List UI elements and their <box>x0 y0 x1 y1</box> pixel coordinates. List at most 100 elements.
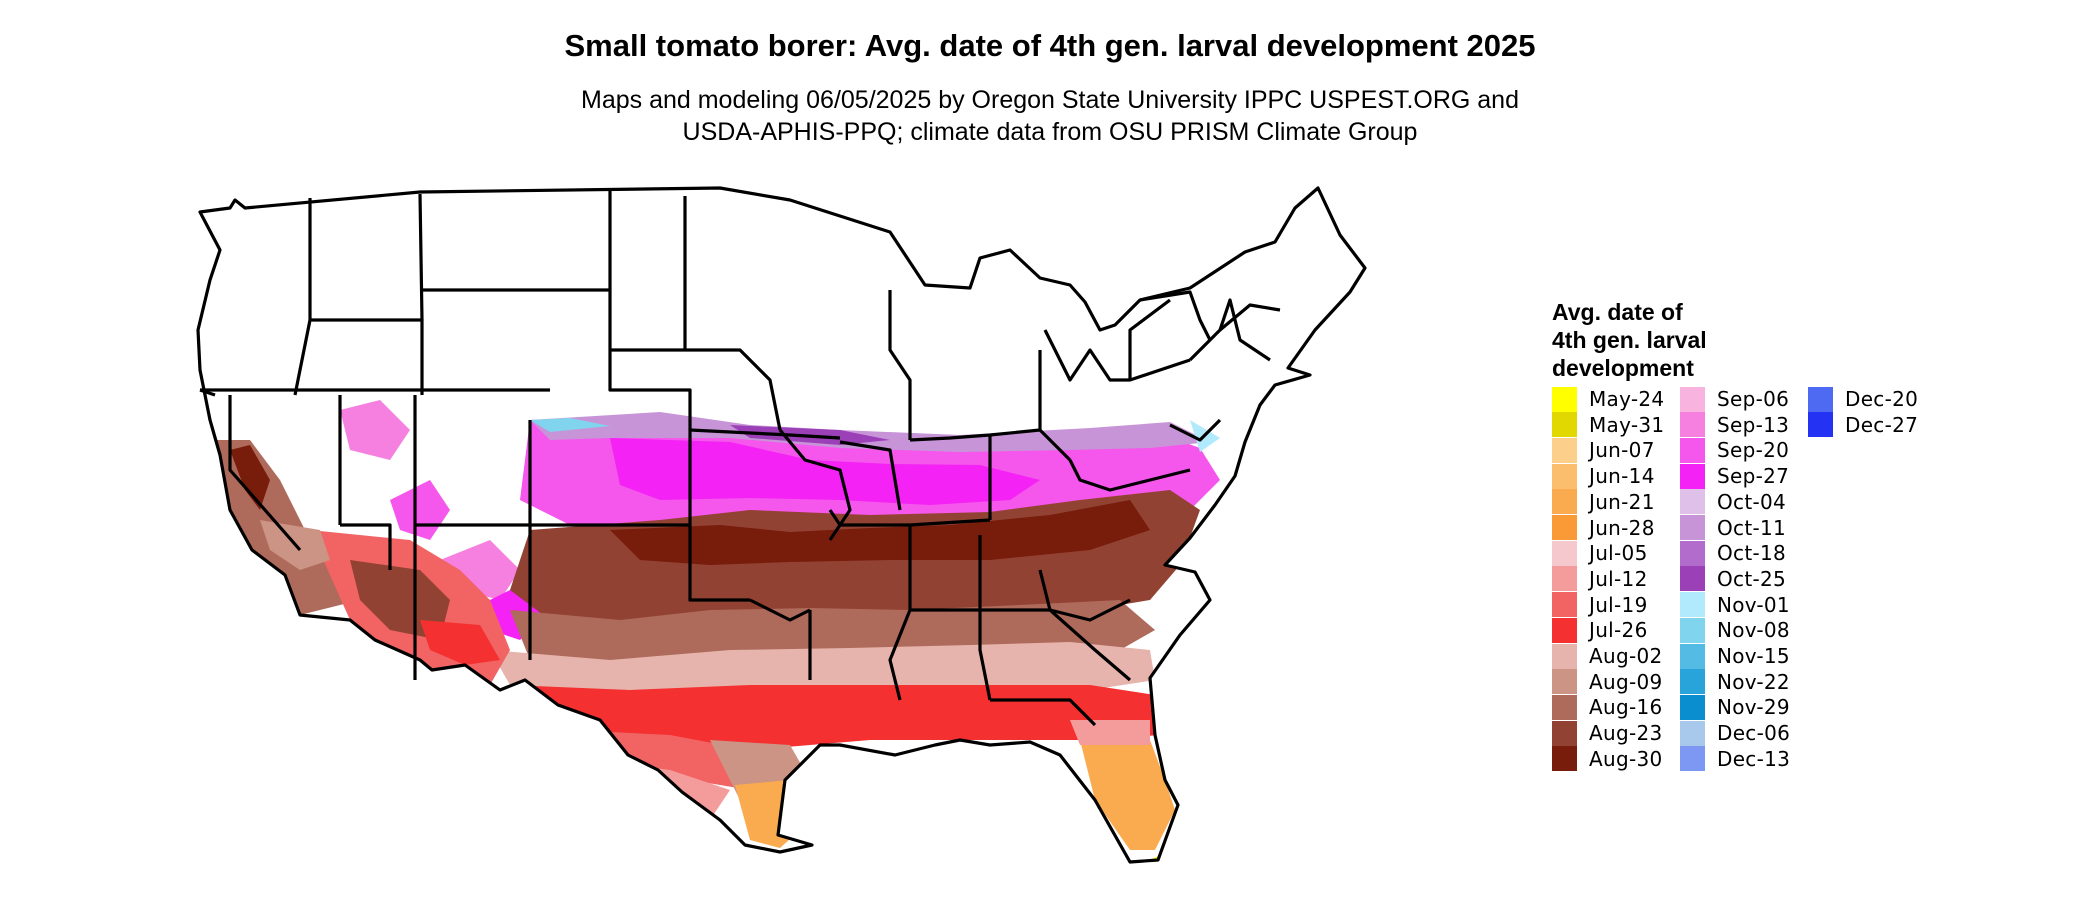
legend-swatch <box>1552 412 1577 438</box>
legend-item: Dec-27 <box>1808 412 1918 438</box>
legend-swatch <box>1552 669 1577 695</box>
legend-swatch <box>1680 720 1705 746</box>
state-borders <box>196 186 1367 864</box>
legend-label: Jul-12 <box>1589 566 1648 591</box>
legend-item: Sep-20 <box>1680 437 1789 463</box>
legend-item: Sep-13 <box>1680 412 1789 438</box>
map-subtitle: Maps and modeling 06/05/2025 by Oregon S… <box>0 84 2100 148</box>
legend-item: Dec-06 <box>1680 720 1790 746</box>
legend-label: Sep-27 <box>1717 464 1790 489</box>
legend-item: Oct-18 <box>1680 540 1786 566</box>
legend-item: Jun-07 <box>1552 437 1655 463</box>
legend-swatch <box>1680 592 1705 618</box>
legend-label: Jun-21 <box>1589 489 1655 514</box>
legend-item: Sep-27 <box>1680 463 1789 489</box>
legend-label: Nov-15 <box>1717 644 1790 668</box>
legend-item: Nov-22 <box>1680 669 1790 695</box>
legend-label: May-31 <box>1589 412 1665 437</box>
legend-title-line-2: 4th gen. larval <box>1552 327 1707 353</box>
legend-swatch <box>1680 540 1705 566</box>
legend-item: Jun-28 <box>1552 515 1655 541</box>
legend-swatch <box>1680 643 1705 669</box>
us-map <box>196 186 1367 864</box>
map-title: Small tomato borer: Avg. date of 4th gen… <box>564 28 1536 63</box>
legend-swatch <box>1552 592 1577 618</box>
legend-swatch <box>1552 694 1577 720</box>
legend-swatch <box>1680 694 1705 720</box>
legend-label: Nov-08 <box>1717 618 1790 643</box>
legend-label: Jul-19 <box>1589 592 1648 617</box>
legend-label: Aug-30 <box>1589 746 1663 771</box>
legend-label: Sep-13 <box>1717 412 1790 437</box>
legend-label: Jun-14 <box>1589 464 1655 489</box>
legend-label: Nov-29 <box>1717 695 1790 720</box>
legend-swatch <box>1552 540 1577 566</box>
legend-swatch <box>1552 463 1577 489</box>
legend-item: Jul-19 <box>1552 592 1648 618</box>
legend-label: Aug-02 <box>1589 644 1663 668</box>
legend-swatch <box>1552 720 1577 746</box>
legend-item: Dec-13 <box>1680 746 1790 772</box>
legend-title-line-1: Avg. date of <box>1552 299 1683 325</box>
legend-swatch <box>1552 566 1577 592</box>
legend-label: Dec-27 <box>1845 412 1919 437</box>
legend-swatch <box>1680 617 1705 643</box>
legend-item: Oct-11 <box>1680 515 1786 541</box>
legend-item: Aug-23 <box>1552 720 1663 746</box>
legend-swatch <box>1552 489 1577 515</box>
legend-swatch <box>1808 412 1833 438</box>
legend-swatch <box>1680 412 1705 438</box>
legend-item: Jul-26 <box>1552 617 1648 643</box>
legend-swatch <box>1680 515 1705 540</box>
legend-label: Aug-09 <box>1589 669 1663 694</box>
legend-item: Nov-01 <box>1680 592 1790 618</box>
legend-swatch <box>1680 669 1705 695</box>
legend-swatch <box>1680 437 1705 463</box>
legend-item: Oct-25 <box>1680 566 1786 592</box>
legend-item: Nov-15 <box>1680 643 1790 669</box>
legend-swatch <box>1552 437 1577 463</box>
legend-swatch <box>1808 386 1833 412</box>
legend-item: Aug-30 <box>1552 746 1663 772</box>
legend-label: Dec-06 <box>1717 721 1791 746</box>
legend-label: Jun-28 <box>1589 515 1655 540</box>
legend-swatch <box>1552 386 1577 412</box>
subtitle-line-1: Maps and modeling 06/05/2025 by Oregon S… <box>581 86 1519 114</box>
legend-item: Jul-05 <box>1552 540 1648 566</box>
legend-swatch <box>1552 746 1577 772</box>
legend-item: Oct-04 <box>1680 489 1786 515</box>
legend-label: Oct-04 <box>1717 489 1787 514</box>
legend-title-line-3: development <box>1552 355 1694 381</box>
legend-swatch <box>1552 643 1577 669</box>
legend-item: Aug-09 <box>1552 669 1663 695</box>
subtitle-line-2: USDA-APHIS-PPQ; climate data from OSU PR… <box>682 118 1418 146</box>
legend-swatch <box>1680 489 1705 515</box>
legend-label: Aug-16 <box>1589 695 1663 720</box>
legend-item: Aug-16 <box>1552 694 1663 720</box>
legend-item: Sep-06 <box>1680 386 1789 412</box>
legend-swatch <box>1552 617 1577 643</box>
legend-label: May-24 <box>1589 387 1665 411</box>
legend-swatch <box>1680 566 1705 592</box>
legend-label: Dec-13 <box>1717 746 1791 771</box>
legend-swatch <box>1680 746 1705 772</box>
legend-label: Jul-05 <box>1589 541 1648 566</box>
legend-item: Jul-12 <box>1552 566 1648 592</box>
legend-label: Oct-11 <box>1717 515 1787 540</box>
legend-item: Dec-20 <box>1808 386 1918 412</box>
legend-swatch <box>1680 386 1705 412</box>
legend-item: Nov-08 <box>1680 617 1790 643</box>
legend: Avg. date of 4th gen. larval development… <box>1552 298 1918 772</box>
legend-label: Jul-26 <box>1589 618 1648 643</box>
legend-item: Jun-21 <box>1552 489 1655 515</box>
legend-title: Avg. date of 4th gen. larval development <box>1552 298 1707 382</box>
legend-label: Oct-18 <box>1717 541 1787 566</box>
legend-label: Jun-07 <box>1589 438 1655 463</box>
legend-label: Aug-23 <box>1589 721 1663 746</box>
legend-label: Dec-20 <box>1845 387 1919 411</box>
legend-item: Aug-02 <box>1552 643 1663 669</box>
legend-swatch <box>1680 463 1705 489</box>
legend-item: Nov-29 <box>1680 694 1790 720</box>
legend-label: Nov-01 <box>1717 592 1790 617</box>
legend-swatch <box>1552 515 1577 540</box>
